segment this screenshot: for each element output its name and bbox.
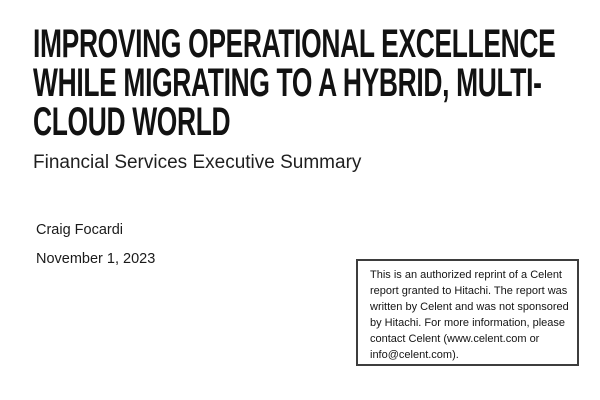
authorized-reprint-notice-box: This is an authorized reprint of a Celen…	[356, 259, 579, 366]
publication-date: November 1, 2023	[36, 251, 156, 267]
author-name: Craig Focardi	[36, 222, 124, 238]
report-subtitle: Financial Services Executive Summary	[33, 152, 362, 173]
authorized-reprint-notice-text: This is an authorized reprint of a Celen…	[370, 269, 569, 361]
report-title: IMPROVING OPERATIONAL EXCELLENCE WHILE M…	[33, 22, 556, 144]
